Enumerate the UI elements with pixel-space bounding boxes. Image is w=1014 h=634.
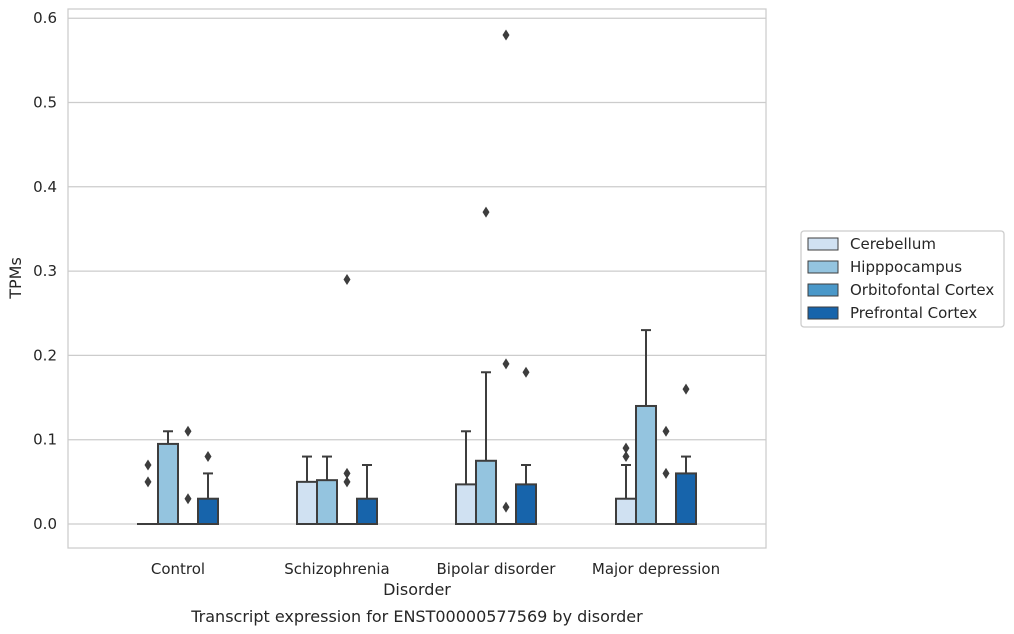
- outlier-point: [662, 467, 670, 479]
- box-0-1: [296, 455, 318, 526]
- box-body: [356, 497, 378, 525]
- outlier-point: [144, 459, 152, 471]
- outlier-point: [682, 383, 690, 395]
- x-tick-label: Control: [151, 560, 205, 578]
- y-tick-label: 0.5: [33, 94, 57, 112]
- x-axis-ticks: Control Schizophrenia Bipolar disorder Majo…: [151, 560, 720, 578]
- outlier-point: [184, 425, 192, 437]
- outlier-point: [144, 476, 152, 488]
- x-axis-label: Disorder: [383, 580, 451, 599]
- y-tick-label: 0.6: [33, 9, 57, 27]
- y-axis-label: TPMs: [6, 257, 25, 300]
- box-0-0: [137, 459, 159, 526]
- outlier-point: [622, 451, 630, 463]
- box-body: [635, 404, 657, 526]
- box-2-0: [177, 425, 199, 526]
- box-marks: [137, 29, 697, 526]
- legend-label: Orbitofontal Cortex: [850, 281, 994, 299]
- box-body: [296, 480, 318, 526]
- y-tick-label: 0.4: [33, 178, 57, 196]
- box-body: [157, 442, 179, 526]
- outlier-point: [622, 442, 630, 454]
- box-body: [316, 479, 338, 525]
- legend-label: Hipppocampus: [850, 258, 962, 276]
- box-body: [615, 497, 637, 525]
- legend-swatch: [807, 306, 839, 320]
- legend-label: Prefrontal Cortex: [850, 304, 977, 322]
- box-3-0: [197, 451, 219, 525]
- box-2-1: [336, 274, 358, 526]
- box-body: [455, 483, 477, 525]
- x-tick-label: Schizophrenia: [284, 560, 389, 578]
- grid-lines: [68, 17, 766, 525]
- legend-frame: [800, 230, 1005, 328]
- y-tick-label: 0.2: [33, 346, 57, 364]
- plot-frame: [67, 8, 767, 549]
- box-body: [515, 483, 537, 525]
- legend-swatch: [807, 283, 839, 297]
- box-3-1: [356, 463, 378, 525]
- box-3-3: [675, 383, 697, 526]
- box-2-2: [495, 29, 517, 526]
- legend-label: Cerebellum: [850, 235, 936, 253]
- box-body: [475, 459, 497, 525]
- box-3-2: [515, 366, 537, 525]
- outlier-point: [343, 274, 351, 286]
- outlier-point: [502, 358, 510, 370]
- legend-swatch: [807, 260, 839, 274]
- legend: Cerebellum Hipppocampus Orbitofontal Corte…: [800, 230, 1005, 328]
- outlier-point: [184, 493, 192, 505]
- box-1-0: [157, 430, 179, 526]
- outlier-point: [502, 501, 510, 513]
- y-tick-label: 0.1: [33, 431, 57, 449]
- y-tick-label: 0.3: [33, 262, 57, 280]
- box-1-1: [316, 455, 338, 525]
- outlier-point: [502, 29, 510, 41]
- box-body: [197, 497, 219, 525]
- outlier-point: [662, 425, 670, 437]
- box-body: [675, 472, 697, 526]
- outlier-point: [204, 451, 212, 463]
- box-0-2: [455, 430, 477, 525]
- outlier-point: [343, 467, 351, 479]
- x-tick-label: Bipolar disorder: [437, 560, 557, 578]
- x-tick-label: Major depression: [592, 560, 720, 578]
- outlier-point: [482, 206, 490, 218]
- outlier-point: [343, 476, 351, 488]
- y-tick-label: 0.0: [33, 515, 57, 533]
- box-0-3: [615, 442, 637, 525]
- box-1-2: [475, 206, 497, 525]
- box-2-3: [655, 425, 677, 526]
- legend-swatch: [807, 237, 839, 251]
- chart-caption: Transcript expression for ENST0000057756…: [190, 607, 643, 626]
- y-axis-ticks: 0.0 0.1 0.2 0.3 0.4 0.5 0.6: [33, 9, 57, 533]
- box-1-3: [635, 329, 657, 526]
- outlier-point: [522, 366, 530, 378]
